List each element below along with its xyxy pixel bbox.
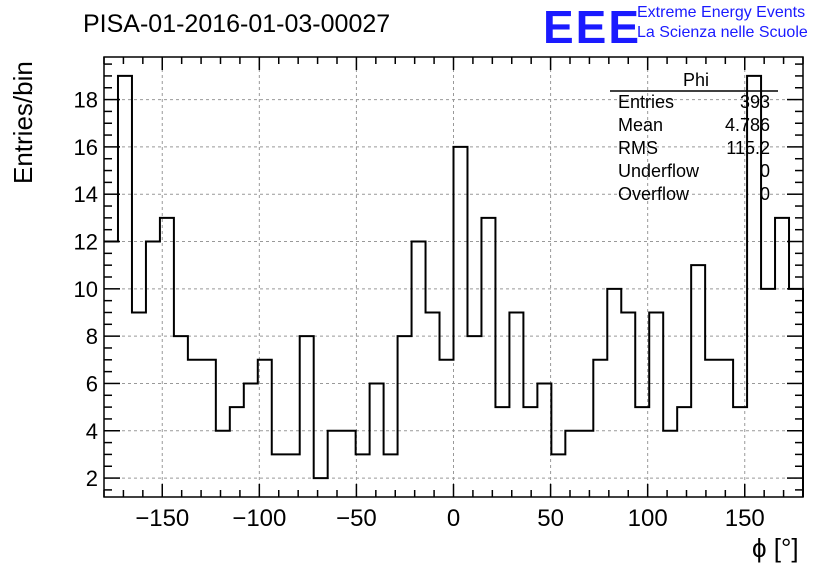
y-tick-label: 8	[86, 324, 98, 349]
x-tick-label: 50	[537, 505, 564, 532]
stats-label: Overflow	[618, 184, 690, 204]
x-axis-label: ϕ [°]	[752, 533, 799, 563]
stats-row-overflow: Overflow 0	[610, 183, 772, 206]
y-tick-label: 12	[74, 230, 98, 255]
stats-label: Entries	[618, 92, 675, 112]
stats-box: Phi Entries 393 Mean 4.786 RMS 115.2 Und…	[610, 70, 772, 206]
y-tick-label: 6	[86, 371, 98, 396]
eee-logo: EEE	[543, 1, 642, 53]
histogram-series	[104, 74, 804, 497]
stats-row-mean: Mean 4.786	[610, 114, 772, 137]
stats-row-entries: Entries 393	[610, 91, 772, 114]
logo-text-line1: Extreme Energy Events	[637, 4, 806, 21]
stats-row-rms: RMS 115.2	[610, 137, 772, 160]
x-tick-label: 0	[447, 505, 460, 532]
x-tick-label: −150	[135, 505, 189, 532]
axis-ticks	[103, 57, 804, 497]
x-tick-label: −100	[232, 505, 286, 532]
x-tick-label: −50	[336, 505, 377, 532]
stats-box-title: Phi	[682, 70, 709, 90]
stats-label: RMS	[618, 138, 658, 158]
stats-value: 0	[759, 184, 770, 204]
logo-text-line2: La Scienza nelle Scuole	[637, 24, 808, 41]
stats-value: 393	[739, 92, 770, 112]
x-tick-label: 150	[725, 505, 765, 532]
y-tick-label: 2	[86, 466, 98, 491]
chart-title: PISA-01-2016-01-03-00027	[83, 10, 391, 38]
y-tick-label: 16	[74, 135, 98, 160]
stats-value: 115.2	[726, 138, 770, 158]
plot-frame	[103, 56, 804, 498]
y-tick-label: 4	[86, 419, 98, 444]
tick-labels: −150 −100 −50 0 50 100 150 2 4 6 8 10 12 14 16 18	[74, 88, 765, 532]
stats-value: 4.786	[724, 115, 770, 135]
y-tick-label: 18	[74, 88, 98, 113]
x-tick-label: 100	[628, 505, 668, 532]
y-tick-label: 14	[74, 182, 98, 207]
stats-value: 0	[759, 161, 770, 181]
stats-label: Mean	[618, 115, 664, 135]
stats-row-underflow: Underflow 0	[610, 160, 772, 183]
stats-label: Underflow	[618, 161, 700, 181]
y-tick-label: 10	[74, 277, 98, 302]
y-axis-label: Entries/bin	[8, 61, 38, 184]
